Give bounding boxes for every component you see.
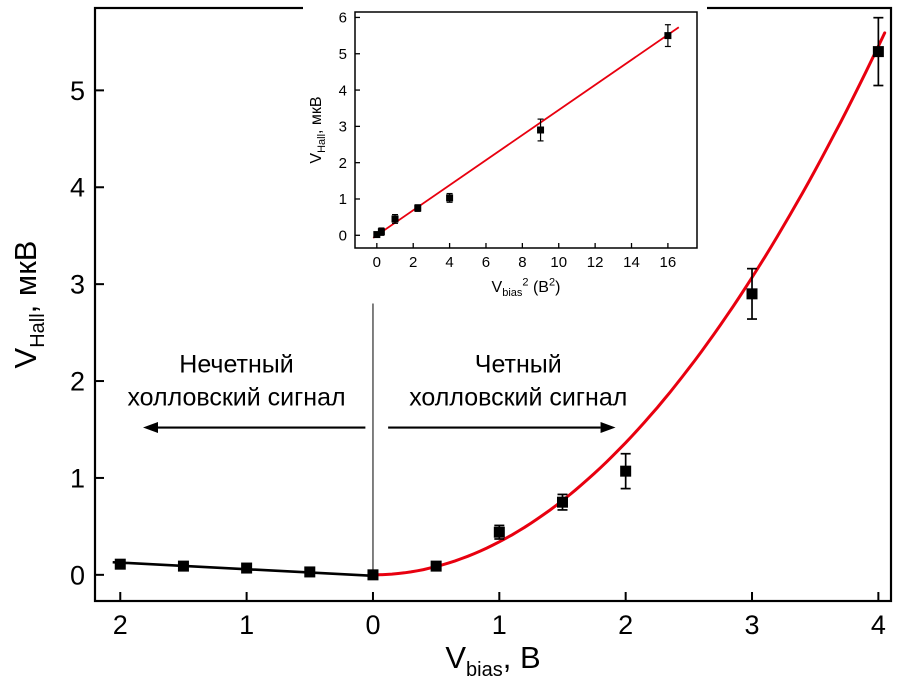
y-tick-label: 4 — [70, 173, 85, 203]
y-axis-label: VHall, мкВ — [8, 241, 49, 369]
data-point — [446, 194, 454, 202]
data-point — [177, 560, 189, 572]
x-tick-label: 0 — [373, 254, 381, 271]
x-axis-label: Vbias2 (В2) — [492, 277, 561, 299]
x-tick-label: 4 — [445, 254, 453, 271]
y-tick-label: 5 — [339, 46, 347, 63]
y-tick-label: 1 — [339, 191, 347, 208]
data-point — [391, 215, 399, 223]
data-point — [241, 562, 253, 574]
y-tick-label: 4 — [339, 82, 347, 99]
data-point — [537, 126, 545, 134]
y-tick-label: 0 — [70, 560, 85, 590]
y-tick-label: 0 — [339, 228, 347, 245]
data-point — [304, 566, 316, 578]
x-tick-label: 0 — [365, 610, 380, 640]
y-tick-label: 3 — [339, 119, 347, 136]
inset-background — [303, 0, 707, 300]
x-tick-label: 8 — [518, 254, 526, 271]
annotation-left-line1: Нечетный — [179, 350, 293, 378]
x-tick-label: 6 — [482, 254, 490, 271]
x-axis-label: Vbias, В — [445, 640, 540, 681]
data-point — [620, 465, 632, 477]
annotation-right-line2: холловский сигнал — [409, 383, 627, 411]
y-tick-label: 3 — [70, 270, 85, 300]
data-point — [373, 231, 381, 239]
data-point — [377, 228, 385, 236]
data-point — [872, 46, 884, 58]
data-point — [114, 558, 126, 570]
x-tick-label: 2 — [409, 254, 417, 271]
annotation-left-line2: холловский сигнал — [127, 383, 345, 411]
x-tick-label: 2 — [113, 610, 128, 640]
y-tick-label: 6 — [339, 10, 347, 27]
y-tick-label: 1 — [70, 463, 85, 493]
x-tick-label: 1 — [239, 610, 254, 640]
y-tick-label: 2 — [70, 366, 85, 396]
annotation-arrow-left-head — [143, 422, 159, 434]
data-point — [367, 569, 379, 581]
y-tick-label: 5 — [70, 76, 85, 106]
x-tick-label: 1 — [492, 610, 507, 640]
x-tick-label: 10 — [550, 254, 567, 271]
y-tick-label: 2 — [339, 155, 347, 172]
inset-frame — [354, 11, 698, 249]
annotation-arrow-right-head — [600, 422, 616, 434]
x-tick-label: 12 — [587, 254, 604, 271]
y-axis-label: VHall, мкВ — [308, 96, 328, 163]
annotation-right-line1: Четный — [475, 350, 562, 378]
x-tick-label: 4 — [871, 610, 886, 640]
inset-fit-line — [372, 26, 680, 239]
data-point — [556, 496, 568, 508]
data-point — [430, 560, 442, 572]
data-point — [493, 526, 505, 538]
data-point — [746, 288, 758, 300]
even-signal-fit-curve — [371, 31, 887, 577]
x-tick-label: 16 — [660, 254, 677, 271]
x-tick-label: 3 — [745, 610, 760, 640]
x-tick-label: 2 — [618, 610, 633, 640]
data-point — [664, 32, 672, 40]
x-tick-label: 14 — [623, 254, 640, 271]
data-point — [414, 204, 422, 212]
